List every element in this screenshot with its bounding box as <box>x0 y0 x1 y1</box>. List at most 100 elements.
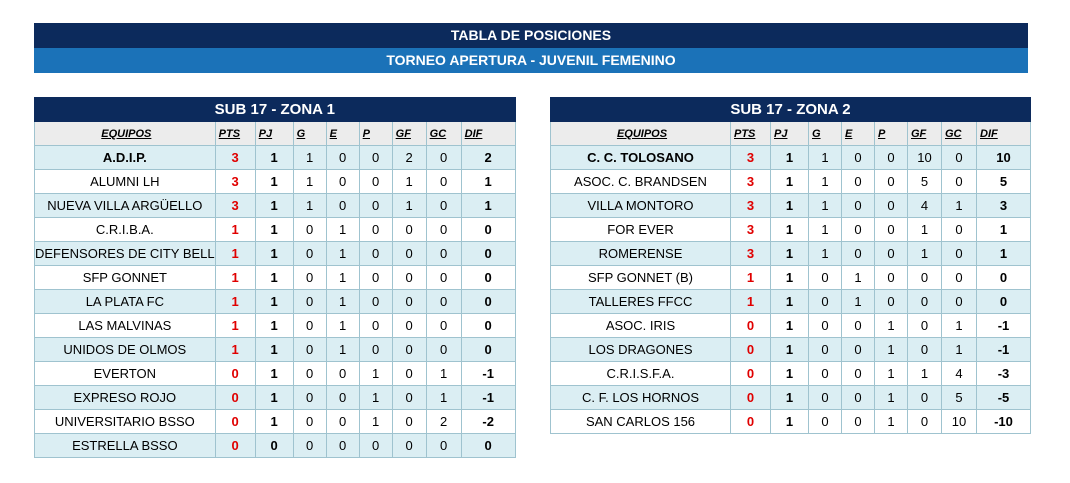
stat-cell: 0 <box>841 145 875 170</box>
stat-cell: 0 <box>325 193 360 218</box>
stat-cell: 0 <box>325 169 360 194</box>
stat-cell: 1 <box>841 289 875 314</box>
stat-cell: 0 <box>292 409 327 434</box>
stat-cell: 0 <box>460 313 516 338</box>
stat-cell: 0 <box>391 385 427 410</box>
stat-cell: 1 <box>770 313 809 338</box>
stat-cell: 1 <box>254 289 294 314</box>
team-row: ALUMNI LH 3 1 1 0 0 1 0 1 <box>34 169 516 194</box>
team-row: LAS MALVINAS 1 1 0 1 0 0 0 0 <box>34 313 516 338</box>
team-name: SAN CARLOS 156 <box>550 409 731 434</box>
stat-cell: 3 <box>214 169 256 194</box>
stat-cell: 0 <box>292 313 327 338</box>
stat-cell: 0 <box>841 313 875 338</box>
team-row: LOS DRAGONES 0 1 0 0 1 0 1 -1 <box>550 337 1031 362</box>
stat-cell: 3 <box>730 169 771 194</box>
stat-cell: 0 <box>425 313 462 338</box>
stat-cell: -1 <box>976 313 1031 338</box>
team-name: EXPRESO ROJO <box>34 385 216 410</box>
stat-cell: 1 <box>214 337 256 362</box>
stat-cell: 3 <box>730 217 771 242</box>
stat-cell: 0 <box>874 145 908 170</box>
team-name: VILLA MONTORO <box>550 193 731 218</box>
team-name: ESTRELLA BSSO <box>34 433 216 458</box>
table-title-row: SUB 17 - ZONA 2 <box>550 97 1031 122</box>
stat-cell: 1 <box>460 169 516 194</box>
column-header: PTS <box>730 121 771 146</box>
stat-cell: 0 <box>325 409 360 434</box>
column-header: PJ <box>770 121 809 146</box>
team-name: ASOC. IRIS <box>550 313 731 338</box>
stat-cell: 1 <box>292 169 327 194</box>
team-row: C.R.I.B.A. 1 1 0 1 0 0 0 0 <box>34 217 516 242</box>
column-header: GF <box>391 121 427 146</box>
stat-cell: 1 <box>770 217 809 242</box>
stat-cell: -3 <box>976 361 1031 386</box>
team-name: ASOC. C. BRANDSEN <box>550 169 731 194</box>
team-name: C. F. LOS HORNOS <box>550 385 731 410</box>
stat-cell: 0 <box>941 241 977 266</box>
stat-cell: 0 <box>730 361 771 386</box>
stat-cell: 0 <box>358 289 393 314</box>
team-name: UNIDOS DE OLMOS <box>34 337 216 362</box>
stat-cell: 0 <box>214 409 256 434</box>
team-name: C.R.I.B.A. <box>34 217 216 242</box>
team-name: DEFENSORES DE CITY BELL <box>34 241 216 266</box>
stat-cell: 0 <box>841 409 875 434</box>
stat-cell: 10 <box>976 145 1031 170</box>
table-title: SUB 17 - ZONA 1 <box>34 97 516 122</box>
stat-cell: 4 <box>941 361 977 386</box>
stat-cell: 0 <box>358 217 393 242</box>
team-row: UNIVERSITARIO BSSO 0 1 0 0 1 0 2 -2 <box>34 409 516 434</box>
stat-cell: 0 <box>808 361 842 386</box>
stat-cell: 1 <box>254 145 294 170</box>
stat-cell: 0 <box>874 169 908 194</box>
stat-cell: -5 <box>976 385 1031 410</box>
column-header: EQUIPOS <box>550 121 731 146</box>
stat-cell: 0 <box>841 193 875 218</box>
stat-cell: 0 <box>808 265 842 290</box>
stat-cell: 0 <box>425 265 462 290</box>
stat-cell: 1 <box>214 289 256 314</box>
stat-cell: 1 <box>254 337 294 362</box>
stat-cell: 2 <box>425 409 462 434</box>
title: TABLA DE POSICIONES <box>34 23 1028 48</box>
stat-cell: 3 <box>214 193 256 218</box>
header-row: EQUIPOS PTS PJ G E P GF GC DIF <box>34 121 516 146</box>
stat-cell: 1 <box>976 217 1031 242</box>
team-row: VILLA MONTORO 3 1 1 0 0 4 1 3 <box>550 193 1031 218</box>
stat-cell: 3 <box>976 193 1031 218</box>
stat-cell: 1 <box>941 337 977 362</box>
stat-cell: 1 <box>770 337 809 362</box>
stat-cell: 0 <box>841 241 875 266</box>
column-header: PTS <box>214 121 256 146</box>
stat-cell: 1 <box>874 337 908 362</box>
stat-cell: 0 <box>808 337 842 362</box>
stat-cell: 1 <box>770 361 809 386</box>
stat-cell: 0 <box>391 313 427 338</box>
stat-cell: 0 <box>730 337 771 362</box>
team-name: C. C. TOLOSANO <box>550 145 731 170</box>
team-row: SFP GONNET (B) 1 1 0 1 0 0 0 0 <box>550 265 1031 290</box>
stat-cell: 0 <box>254 433 294 458</box>
stat-cell: 0 <box>325 385 360 410</box>
stat-cell: 0 <box>292 433 327 458</box>
stat-cell: 0 <box>391 217 427 242</box>
column-header: G <box>292 121 327 146</box>
team-row: A.D.I.P. 3 1 1 0 0 2 0 2 <box>34 145 516 170</box>
team-name: ROMERENSE <box>550 241 731 266</box>
stat-cell: 1 <box>254 361 294 386</box>
stat-cell: 1 <box>770 193 809 218</box>
stat-cell: 0 <box>730 313 771 338</box>
column-header: GF <box>907 121 942 146</box>
stat-cell: 0 <box>460 217 516 242</box>
stat-cell: 1 <box>425 361 462 386</box>
team-name: SFP GONNET <box>34 265 216 290</box>
team-row: EXPRESO ROJO 0 1 0 0 1 0 1 -1 <box>34 385 516 410</box>
team-row: C. F. LOS HORNOS 0 1 0 0 1 0 5 -5 <box>550 385 1031 410</box>
stat-cell: -1 <box>460 361 516 386</box>
stat-cell: 1 <box>730 265 771 290</box>
stat-cell: 0 <box>907 289 942 314</box>
stat-cell: 0 <box>808 409 842 434</box>
stat-cell: 1 <box>770 145 809 170</box>
